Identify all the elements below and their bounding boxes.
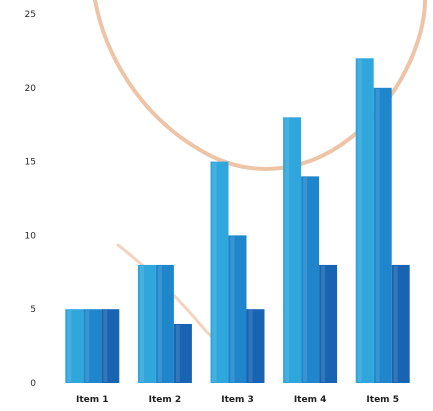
bar xyxy=(228,235,247,383)
bar-highlight xyxy=(212,162,217,382)
bar xyxy=(155,264,174,383)
bar xyxy=(137,264,156,383)
bar-highlight xyxy=(157,265,162,382)
bar xyxy=(301,176,320,383)
bars-layer xyxy=(65,58,410,384)
bar xyxy=(246,309,265,383)
x-tick-label: Item 5 xyxy=(366,395,399,405)
bar xyxy=(391,264,410,383)
x-tick-label: Item 1 xyxy=(76,395,109,405)
bar-highlight xyxy=(248,310,253,382)
bar-highlight xyxy=(230,236,235,382)
bar-highlight xyxy=(67,310,72,382)
bar-highlight xyxy=(357,59,362,382)
bar-highlight xyxy=(285,118,290,382)
y-tick-label: 15 xyxy=(25,158,36,168)
bar xyxy=(83,309,102,383)
bar-highlight xyxy=(321,265,326,382)
bar-highlight xyxy=(85,310,90,382)
bar-highlight xyxy=(139,265,144,382)
x-tick-label: Item 2 xyxy=(149,395,182,405)
bar-highlight xyxy=(393,265,398,382)
x-tick-label: Item 4 xyxy=(294,395,327,405)
bar-highlight xyxy=(375,88,380,383)
y-tick-label: 5 xyxy=(30,305,36,315)
bar xyxy=(373,87,392,384)
bar-highlight xyxy=(103,310,108,382)
bar xyxy=(65,309,84,383)
x-tick-label: Item 3 xyxy=(221,395,254,405)
y-tick-label: 10 xyxy=(25,231,37,241)
bar xyxy=(101,309,120,383)
decorative-arc xyxy=(93,0,427,171)
bar xyxy=(283,117,302,383)
y-tick-label: 25 xyxy=(25,10,36,20)
bar-highlight xyxy=(175,324,180,382)
bar xyxy=(173,323,192,383)
bar xyxy=(355,58,374,383)
bar-highlight xyxy=(303,177,308,382)
y-axis: 0 5 10 15 20 25 xyxy=(25,10,37,389)
x-axis: Item 1 Item 2 Item 3 Item 4 Item 5 xyxy=(76,395,399,405)
y-tick-label: 20 xyxy=(25,84,37,94)
bar xyxy=(319,264,338,383)
y-tick-label: 0 xyxy=(30,379,36,389)
bar xyxy=(210,161,229,383)
